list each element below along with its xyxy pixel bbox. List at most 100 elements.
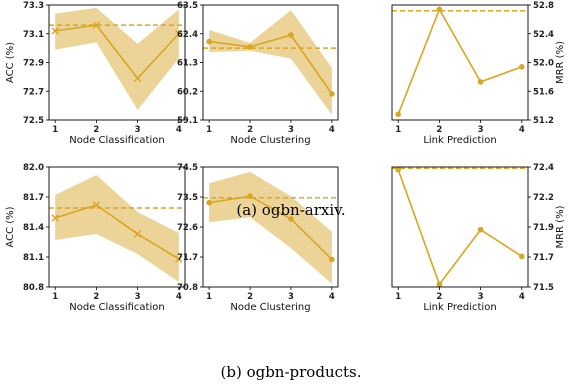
y-tick-label: 74.5: [177, 163, 198, 173]
y-tick-label: 71.7: [177, 253, 198, 263]
x-tick-label: 2: [436, 292, 442, 302]
data-point: [395, 166, 401, 173]
y-axis-label: MRR (%): [555, 205, 566, 248]
y-tick-label: 81.1: [23, 253, 44, 263]
data-point: [519, 253, 525, 260]
x-tick-label: 3: [478, 292, 484, 302]
y-axis-label: ACC (%): [5, 206, 16, 247]
y-tick-label: 71.5: [533, 283, 554, 293]
x-axis-label: Node Classification: [69, 302, 164, 313]
std-band: [55, 7, 179, 110]
y-axis-label: MRR (%): [555, 41, 566, 84]
x-axis-label: Node Clustering: [230, 135, 310, 146]
x-axis-label: Link Prediction: [423, 302, 496, 313]
plot-frame: [391, 4, 529, 121]
data-point: [92, 21, 101, 29]
x-tick-label: 1: [206, 125, 212, 135]
data-point: [436, 6, 443, 13]
y-tick-label: 63.5: [177, 1, 198, 11]
subplot-3: 1 2 3 4 80.8 81.1 81.4 81.7 82.0 Node Classificat…: [5, 163, 186, 313]
y-tick-label: 60.2: [177, 87, 198, 97]
data-point: [51, 214, 59, 222]
y-tick-label: 81.7: [23, 193, 44, 203]
series-line: [54, 204, 180, 260]
x-axis-label: Node Clustering: [230, 302, 310, 313]
x-tick-label: 2: [436, 125, 442, 135]
y-tick-label: 73.1: [23, 30, 44, 40]
x-tick-label: 3: [288, 292, 294, 302]
x-tick-label: 2: [247, 125, 253, 135]
data-point: [133, 74, 142, 83]
y-tick-label: 73.3: [23, 1, 44, 11]
series-line: [209, 34, 333, 95]
y-tick-label: 71.7: [533, 253, 554, 263]
x-tick-label: 3: [135, 125, 141, 135]
x-tick-label: 4: [329, 292, 335, 302]
x-tick-label: 1: [52, 125, 58, 135]
data-point: [175, 255, 183, 263]
x-axis-label: Link Prediction: [423, 135, 496, 146]
x-axis-label: Node Classification: [69, 135, 164, 146]
data-point: [247, 44, 253, 50]
y-tick-label: 52.8: [533, 1, 554, 11]
y-tick-label: 72.6: [177, 223, 198, 233]
data-point: [329, 91, 335, 97]
x-tick-label: 1: [52, 292, 58, 302]
x-tick-label: 3: [135, 292, 141, 302]
y-tick-label: 82.0: [23, 163, 44, 173]
series-line: [209, 195, 333, 261]
x-tick-label: 4: [176, 292, 182, 302]
data-point: [175, 30, 183, 38]
x-tick-label: 2: [93, 125, 99, 135]
series-line: [397, 169, 523, 286]
y-tick-label: 61.3: [177, 59, 198, 69]
data-point: [329, 256, 335, 263]
y-tick-label: 70.8: [177, 283, 198, 293]
data-point: [436, 281, 443, 288]
y-axis-label: ACC (%): [5, 42, 16, 83]
y-tick-label: 51.6: [533, 87, 554, 97]
subplot-5: 1 2 3 4 71.5 71.7 71.9 72.2 72.4 Link Prediction M…: [391, 163, 566, 313]
x-tick-label: 4: [176, 125, 182, 135]
plot-frame: [391, 166, 529, 288]
subplot-0: 1 2 3 4 72.5 72.7 72.9 73.1 73.3 Node Classificat…: [5, 1, 186, 146]
caption-products: (b) ogbn-products.: [220, 363, 362, 381]
data-point: [247, 193, 253, 199]
series-line: [55, 24, 180, 80]
data-point: [477, 226, 484, 233]
x-tick-label: 2: [247, 292, 253, 302]
caption-arxiv: (a) ogbn-arxiv.: [236, 201, 346, 219]
std-band: [55, 175, 179, 282]
y-tick-label: 62.4: [177, 30, 198, 40]
y-tick-label: 72.4: [533, 163, 554, 173]
y-tick-label: 72.5: [23, 116, 44, 126]
y-tick-label: 80.8: [23, 283, 44, 293]
y-tick-label: 73.5: [177, 193, 198, 203]
y-tick-label: 72.7: [23, 87, 44, 97]
data-point: [288, 216, 294, 222]
data-point: [477, 79, 484, 85]
data-point: [51, 27, 59, 35]
y-tick-label: 52.0: [533, 59, 554, 69]
series-line: [397, 7, 523, 115]
x-tick-label: 4: [519, 125, 525, 135]
std-band: [209, 171, 332, 284]
std-band: [209, 10, 332, 115]
y-tick-label: 52.4: [533, 30, 554, 40]
x-tick-label: 1: [206, 292, 212, 302]
data-point: [133, 230, 142, 238]
subplot-2: 1 2 3 4 51.2 51.6 52.0 52.4 52.8 Link Prediction M…: [391, 1, 566, 146]
x-tick-label: 1: [395, 125, 401, 135]
y-tick-label: 59.1: [177, 116, 198, 126]
y-tick-label: 71.9: [533, 223, 554, 233]
x-tick-label: 4: [519, 292, 525, 302]
y-tick-label: 72.9: [23, 59, 44, 69]
data-point: [206, 38, 212, 45]
data-point: [288, 32, 294, 38]
x-tick-label: 4: [329, 125, 335, 135]
x-tick-label: 1: [395, 292, 401, 302]
x-tick-label: 3: [288, 125, 294, 135]
